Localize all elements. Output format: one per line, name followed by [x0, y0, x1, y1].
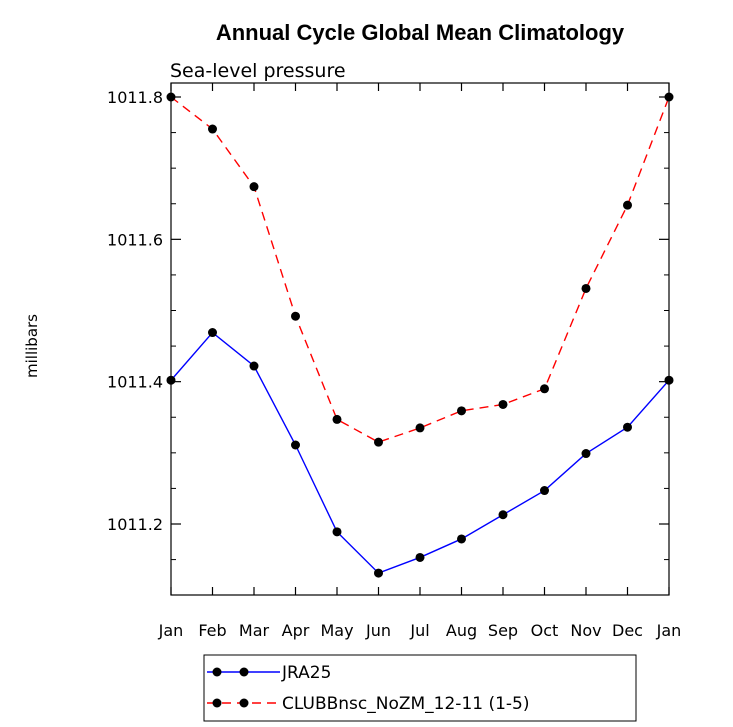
chart-title: Annual Cycle Global Mean Climatology: [216, 20, 625, 45]
series-1-point: [623, 422, 632, 432]
x-tick-label: Jun: [365, 621, 391, 640]
series-2-point: [457, 406, 466, 416]
y-tick-label: 1011.2: [107, 515, 163, 534]
series-2-point: [415, 423, 425, 433]
x-tick-label: Jan: [158, 621, 184, 640]
x-tick-label: Apr: [282, 621, 310, 640]
series-1-point: [581, 449, 591, 459]
x-tick-label: May: [320, 621, 353, 640]
series-2-point: [498, 399, 508, 409]
x-tick-label: Sep: [488, 621, 518, 640]
x-tick-label: Jan: [656, 621, 682, 640]
x-tick-label: Mar: [239, 621, 270, 640]
chart-subtitle: Sea-level pressure: [170, 60, 346, 82]
series-1-point: [415, 552, 425, 562]
legend-marker: [212, 667, 222, 677]
x-tick-label: Nov: [570, 621, 601, 640]
series-1-point: [664, 375, 674, 385]
series-2-point: [623, 200, 632, 210]
plot-frame: [170, 82, 670, 596]
series-2-point: [374, 437, 383, 447]
series-2-point: [208, 124, 217, 134]
x-tick-label: Jul: [409, 621, 429, 640]
x-tick-label: Feb: [198, 621, 226, 640]
series-1-point: [457, 534, 466, 544]
legend-label-2: CLUBBnsc_NoZM_12-11 (1-5): [282, 694, 530, 714]
legend-marker: [239, 667, 249, 677]
legend-marker: [212, 698, 222, 708]
series-1-point: [374, 568, 383, 578]
series-1-point: [166, 375, 176, 385]
series-line-1: [170, 331, 670, 574]
series-2-point: [332, 414, 342, 424]
y-tick-label: 1011.4: [107, 373, 163, 392]
y-axis-label: millibars: [23, 314, 41, 378]
series-2-point: [249, 182, 259, 192]
legend-box: [203, 654, 637, 722]
y-tick-label: 1011.6: [107, 230, 163, 249]
y-tick-label: 1011.8: [107, 88, 163, 107]
series-2-point: [581, 283, 591, 293]
x-tick-label: Dec: [612, 621, 643, 640]
series-2-point: [664, 92, 674, 102]
series-1-point: [498, 510, 508, 520]
x-tick-label: Oct: [531, 621, 559, 640]
legend-label-1: JRA25: [281, 663, 331, 683]
series-1-point: [208, 328, 217, 338]
x-tick-label: Aug: [446, 621, 477, 640]
series-line-2: [170, 96, 670, 443]
axes: Jan Feb Mar Apr May Jun Jul Aug Sep Oct Nov Dec Jan 1…: [107, 83, 681, 640]
series-2-point: [166, 92, 176, 102]
series-1-point: [249, 361, 259, 371]
series-2-point: [540, 384, 549, 394]
legend-marker: [239, 698, 249, 708]
series-lines: [166, 92, 674, 578]
legend: JRA25 CLUBBnsc_NoZM_12-11 (1-5): [203, 654, 637, 722]
series-1-point: [332, 527, 342, 537]
series-1-point: [540, 486, 549, 496]
series-2-point: [291, 311, 300, 321]
series-1-point: [291, 440, 300, 450]
